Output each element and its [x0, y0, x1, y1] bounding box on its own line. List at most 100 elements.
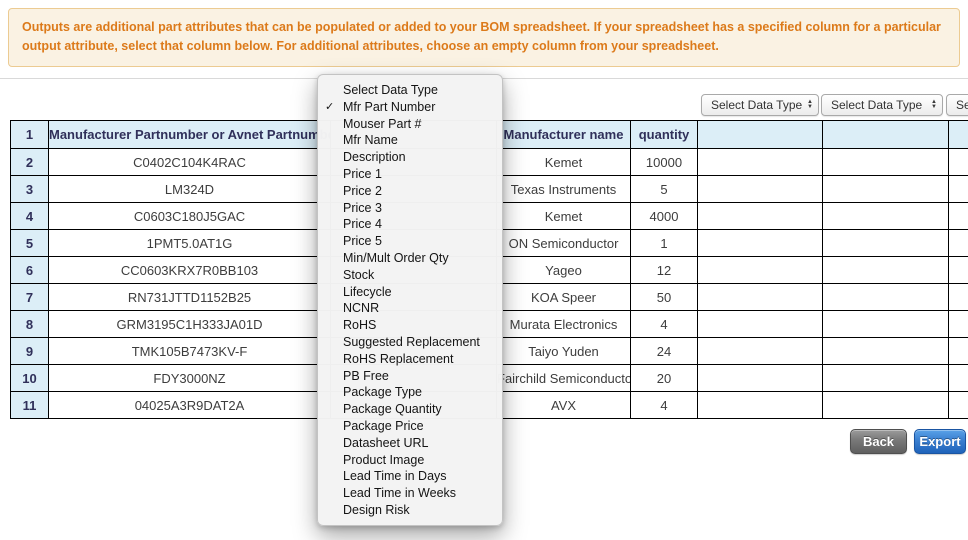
cell-manufacturer: Kemet [496, 148, 631, 176]
cell-quantity: 50 [630, 283, 698, 311]
menu-item-product-image[interactable]: Product Image [343, 452, 425, 467]
cell-partnumber: C0402C104K4RAC [48, 148, 331, 176]
data-type-select-2-value: Select Data Type [831, 98, 923, 112]
cell-manufacturer: Taiyo Yuden [496, 337, 631, 365]
menu-item-stock[interactable]: Stock [343, 267, 375, 282]
menu-item-description[interactable]: Description [343, 150, 406, 165]
row-number: 8 [10, 310, 49, 338]
menu-item-select-data-type[interactable]: Select Data Type [343, 83, 438, 97]
cell-empty [822, 202, 949, 230]
cell-empty [822, 148, 949, 176]
row-number: 1 [10, 120, 49, 149]
data-type-select-1[interactable]: Select Data Type ▲ ▼ [701, 94, 819, 116]
menu-item-min-mult-order-qty[interactable]: Min/Mult Order Qty [343, 250, 449, 265]
cell-empty [948, 175, 968, 203]
cell-empty [822, 283, 949, 311]
cell-empty [697, 391, 823, 419]
cell-empty [948, 337, 968, 365]
data-type-select-3[interactable]: Select Data Type ▲▼ [946, 94, 968, 116]
info-banner-text: Outputs are additional part attributes t… [22, 20, 941, 54]
menu-item-rohs-replacement[interactable]: RoHS Replacement [343, 351, 454, 366]
cell-partnumber: RN731JTTD1152B25 [48, 283, 331, 311]
row-number: 10 [10, 364, 49, 392]
cell-empty [697, 148, 823, 176]
cell-manufacturer: KOA Speer [496, 283, 631, 311]
data-type-select-3-value: Select Data Type [956, 98, 968, 112]
cell-empty [822, 175, 949, 203]
cell-empty [697, 364, 823, 392]
menu-item-price-5[interactable]: Price 5 [343, 234, 382, 249]
row-number: 11 [10, 391, 49, 419]
cell-empty [697, 229, 823, 257]
column-header-empty [948, 120, 968, 149]
cell-partnumber: C0603C180J5GAC [48, 202, 331, 230]
menu-item-lead-time-in-weeks[interactable]: Lead Time in Weeks [343, 486, 457, 501]
cell-quantity: 24 [630, 337, 698, 365]
cell-manufacturer: ON Semiconductor [496, 229, 631, 257]
cell-empty [697, 283, 823, 311]
cell-empty [822, 337, 949, 365]
menu-item-price-2[interactable]: Price 2 [343, 183, 382, 198]
cell-empty [948, 229, 968, 257]
cell-manufacturer: AVX [496, 391, 631, 419]
menu-item-mfr-part-number[interactable]: ✓ Mfr Part Number [318, 99, 502, 116]
cell-manufacturer: Fairchild Semiconductor [496, 364, 631, 392]
menu-item-datasheet-url[interactable]: Datasheet URL [343, 435, 429, 450]
cell-partnumber: FDY3000NZ [48, 364, 331, 392]
menu-item-pb-free[interactable]: PB Free [343, 368, 389, 383]
menu-item-package-type[interactable]: Package Type [343, 385, 422, 400]
cell-quantity: 4 [630, 310, 698, 338]
menu-item-package-quantity[interactable]: Package Quantity [343, 402, 442, 417]
cell-partnumber: LM324D [48, 175, 331, 203]
cell-manufacturer: Texas Instruments [496, 175, 631, 203]
cell-quantity: 12 [630, 256, 698, 284]
row-number: 4 [10, 202, 49, 230]
menu-item-mfr-name[interactable]: Mfr Name [343, 133, 398, 148]
column-header-manufacturer: Manufacturer name [496, 120, 631, 149]
data-type-select-1-value: Select Data Type [711, 98, 803, 112]
cell-empty [948, 283, 968, 311]
cell-empty [948, 256, 968, 284]
menu-item-package-price[interactable]: Package Price [343, 418, 424, 433]
cell-quantity: 1 [630, 229, 698, 257]
menu-item-price-3[interactable]: Price 3 [343, 200, 382, 215]
cell-empty [697, 202, 823, 230]
cell-quantity: 5 [630, 175, 698, 203]
cell-quantity: 20 [630, 364, 698, 392]
cell-manufacturer: Kemet [496, 202, 631, 230]
menu-item-design-risk[interactable]: Design Risk [343, 502, 410, 517]
info-banner: Outputs are additional part attributes t… [8, 8, 960, 67]
cell-manufacturer: Murata Electronics [496, 310, 631, 338]
row-number: 9 [10, 337, 49, 365]
cell-empty [822, 310, 949, 338]
menu-item-price-4[interactable]: Price 4 [343, 217, 382, 232]
data-type-select-2[interactable]: Select Data Type ▲ ▼ [821, 94, 943, 116]
row-number: 7 [10, 283, 49, 311]
menu-item-rohs[interactable]: RoHS [343, 318, 377, 333]
export-button[interactable]: Export [914, 429, 966, 454]
cell-empty [822, 229, 949, 257]
select-updown-arrows-icon: ▲ ▼ [807, 99, 813, 110]
cell-empty [697, 337, 823, 365]
cell-partnumber: 04025A3R9DAT2A [48, 391, 331, 419]
back-button[interactable]: Back [850, 429, 907, 454]
cell-quantity: 4 [630, 391, 698, 419]
menu-item-lead-time-in-days[interactable]: Lead Time in Days [343, 469, 447, 484]
cell-empty [948, 364, 968, 392]
column-header-quantity: quantity [630, 120, 698, 149]
column-header-empty [697, 120, 823, 149]
cell-empty [697, 310, 823, 338]
row-number: 3 [10, 175, 49, 203]
menu-item-lifecycle[interactable]: Lifecycle [343, 284, 392, 299]
column-header-empty [822, 120, 949, 149]
cell-empty [822, 391, 949, 419]
row-number: 2 [10, 148, 49, 176]
cell-empty [697, 256, 823, 284]
cell-quantity: 10000 [630, 148, 698, 176]
menu-item-ncnr[interactable]: NCNR [343, 301, 380, 316]
menu-item-suggested-replacement[interactable]: Suggested Replacement [343, 334, 480, 349]
menu-item-mouser-part[interactable]: Mouser Part # [343, 116, 422, 131]
cell-empty [822, 256, 949, 284]
cell-empty [948, 391, 968, 419]
menu-item-price-1[interactable]: Price 1 [343, 166, 382, 181]
